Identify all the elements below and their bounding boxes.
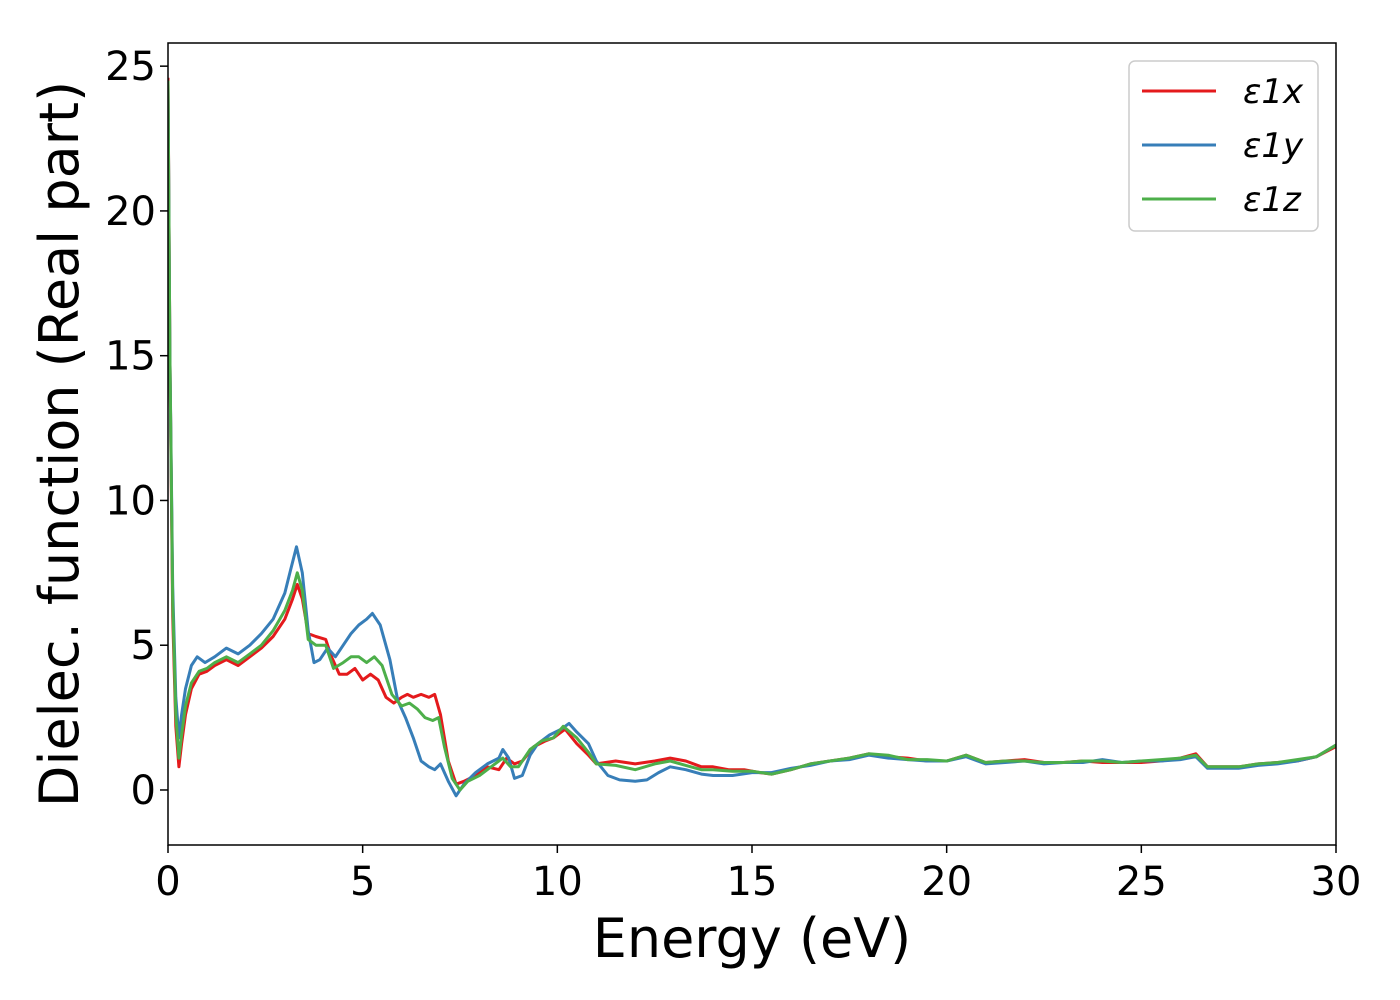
y-axis-label: Dielec. function (Real part) [28,81,91,807]
legend-box [1128,60,1319,232]
x-tick-label: 0 [155,859,180,905]
x-axis-ticks: 0 5 10 15 20 25 30 [155,845,1361,905]
legend-entry: ε1y [1243,126,1304,166]
x-tick-label: 25 [1116,859,1167,905]
series-line-z [168,80,1336,792]
legend-entry: ε1x [1243,72,1304,112]
y-tick-label: 0 [131,768,156,814]
legend: ε1x ε1y ε1z [1128,60,1319,232]
y-tick-label: 5 [131,623,156,669]
x-tick-label: 20 [921,859,972,905]
y-tick-label: 25 [105,44,156,90]
x-axis-label: Energy (eV) [593,907,912,970]
legend-entry: ε1z [1243,180,1302,220]
y-tick-label: 10 [105,478,156,524]
x-tick-label: 10 [532,859,583,905]
y-tick-label: 20 [105,189,156,235]
y-axis-ticks: 0 5 10 15 20 25 [105,44,168,814]
y-tick-label: 15 [105,334,156,380]
x-tick-label: 15 [727,859,778,905]
series-layer [168,77,1336,798]
x-tick-label: 30 [1311,859,1362,905]
x-tick-label: 5 [350,859,375,905]
